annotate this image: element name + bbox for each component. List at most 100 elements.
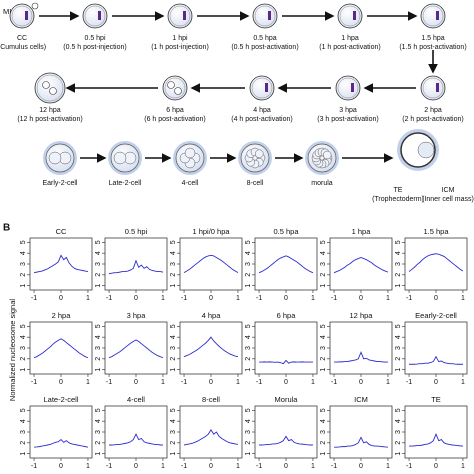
small-chart: Eearly-2-cell -1 0 1 1 2 3 4 5: [395, 311, 468, 386]
y-tick-label: 3: [395, 346, 402, 350]
y-tick-label: 3: [20, 346, 27, 350]
oocyte: [337, 3, 363, 29]
y-tick-label: 3: [320, 262, 327, 266]
y-axis-label: Normalized nucleosome signal: [8, 299, 17, 401]
y-tick-label: 1: [320, 452, 327, 456]
signal-line: [258, 255, 314, 274]
chart-title: 1 hpa: [352, 227, 372, 236]
x-tick-label: -1: [406, 295, 412, 302]
small-chart: 2 hpa -1 0 1 1 2 3 4 5: [20, 311, 93, 386]
x-tick-label: 1: [236, 379, 240, 386]
oocyte: [34, 72, 66, 104]
x-tick-label: 1: [236, 295, 240, 302]
signal-line: [183, 428, 239, 446]
oocyte: [9, 3, 35, 29]
small-chart: CC -1 0 1 1 2 3 4 5: [20, 227, 93, 302]
y-tick-label: 1: [395, 284, 402, 288]
y-tick-label: 1: [20, 284, 27, 288]
stage-label: CC: [17, 35, 27, 42]
signal-line: [108, 339, 164, 359]
x-tick-label: 1: [236, 463, 240, 470]
y-tick-label: 4: [95, 335, 102, 339]
stage-label: 2 hpa: [424, 107, 442, 114]
chart-title: 0.5 hpi: [125, 227, 148, 236]
signal-line: [109, 433, 163, 446]
chart-title: 4 hpa: [202, 311, 222, 320]
blastomere: [184, 147, 196, 159]
x-tick-label: 0: [434, 295, 438, 302]
stage-detail: (Trophectoderm): [372, 196, 424, 203]
plot-frame: [179, 405, 243, 459]
chromatin: [436, 11, 439, 20]
y-tick-label: 1: [170, 452, 177, 456]
x-tick-label: 0: [284, 379, 288, 386]
x-tick-label: -1: [31, 463, 37, 470]
chromatin: [265, 83, 268, 92]
x-tick-label: 1: [86, 295, 90, 302]
plot-frame: [29, 405, 93, 459]
y-tick-label: 4: [95, 251, 102, 255]
signal-line: [409, 355, 463, 365]
chart-title: 12 hpa: [350, 311, 374, 320]
chart-title: Morula: [275, 395, 299, 404]
y-tick-label: 3: [320, 346, 327, 350]
y-tick-label: 5: [95, 408, 102, 412]
y-tick-label: 4: [245, 419, 252, 423]
x-tick-label: 0: [59, 379, 63, 386]
x-tick-label: 1: [311, 295, 315, 302]
y-tick-label: 5: [95, 324, 102, 328]
oolemma: [422, 5, 444, 27]
oocyte: [167, 3, 193, 29]
y-tick-label: 2: [395, 441, 402, 445]
y-tick-label: 3: [20, 430, 27, 434]
chart-title: TE: [431, 395, 441, 404]
stage-label: 4-cell: [182, 180, 199, 187]
y-tick-label: 4: [395, 335, 402, 339]
stage-label: 6 hpa: [166, 107, 184, 114]
small-chart: 3 hpa -1 0 1 1 2 3 4 5: [95, 311, 168, 386]
pronucleus: [42, 81, 50, 89]
x-tick-label: 0: [359, 295, 363, 302]
y-tick-label: 1: [95, 284, 102, 288]
stage-label: morula: [311, 180, 333, 187]
y-tick-label: 2: [395, 357, 402, 361]
signal-line: [259, 359, 313, 365]
x-tick-label: -1: [406, 379, 412, 386]
x-tick-label: 0: [359, 463, 363, 470]
y-tick-label: 2: [320, 441, 327, 445]
inner-cell-mass: [417, 141, 435, 159]
small-chart: TE -1 0 1 1 2 3 4 5: [395, 395, 468, 470]
x-tick-label: 1: [311, 379, 315, 386]
small-chart: 8-cell -1 0 1 1 2 3 4 5: [170, 395, 243, 470]
stage-label: Late-2-cell: [109, 180, 142, 187]
x-tick-label: 1: [86, 379, 90, 386]
y-tick-label: 1: [20, 452, 27, 456]
small-chart: 0.5 hpi -1 0 1 1 2 3 4 5: [95, 227, 168, 302]
oocyte: [82, 3, 108, 29]
stage-label: 1 hpi: [172, 35, 188, 42]
blastomere: [113, 151, 127, 165]
chart-title: Eearly-2-cell: [415, 311, 457, 320]
x-tick-label: 0: [134, 463, 138, 470]
x-tick-label: 1: [461, 379, 465, 386]
x-tick-label: 0: [434, 463, 438, 470]
plot-frame: [329, 321, 393, 375]
signal-line: [408, 253, 464, 272]
stage-label: TE: [394, 187, 403, 194]
x-tick-label: -1: [331, 379, 337, 386]
x-tick-label: 1: [311, 463, 315, 470]
stage-label: 1.5 hpa: [421, 35, 444, 42]
plot-frame: [254, 321, 318, 375]
x-tick-label: -1: [331, 295, 337, 302]
y-tick-label: 1: [245, 452, 252, 456]
y-tick-label: 5: [320, 408, 327, 412]
oolemma: [84, 5, 106, 27]
stage-detail: (1 h post-activation): [319, 44, 380, 51]
signal-line: [34, 438, 89, 448]
y-tick-label: 1: [170, 368, 177, 372]
oolemma: [36, 74, 64, 102]
y-tick-label: 1: [245, 284, 252, 288]
signal-line: [183, 336, 239, 358]
plot-frame: [104, 405, 168, 459]
